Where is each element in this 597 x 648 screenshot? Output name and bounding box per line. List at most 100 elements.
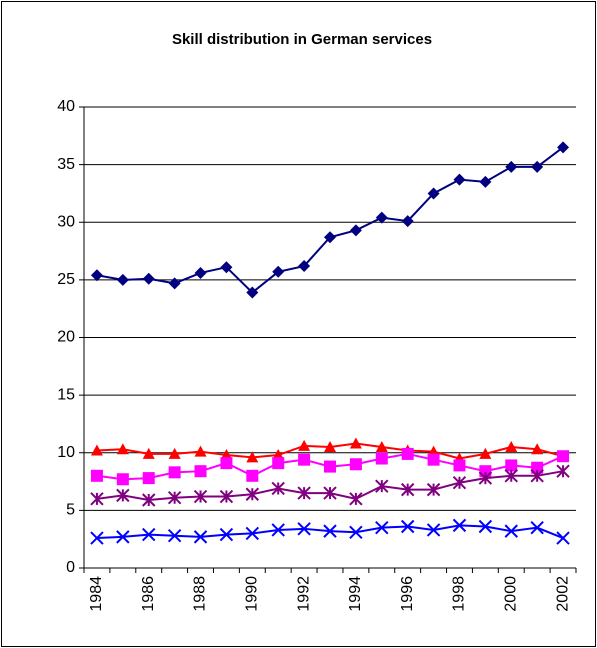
marker	[478, 471, 493, 485]
marker	[90, 444, 103, 456]
marker	[193, 489, 208, 504]
marker	[142, 527, 156, 542]
marker	[168, 447, 181, 459]
marker	[246, 451, 259, 463]
y-tick-label: 0	[66, 559, 75, 576]
marker	[194, 266, 207, 279]
marker	[400, 482, 415, 497]
marker	[116, 473, 129, 486]
x-tick-label: 1994	[347, 576, 364, 612]
marker	[557, 450, 570, 463]
marker	[531, 443, 544, 455]
marker	[298, 453, 311, 466]
x-tick-label: 1984	[88, 576, 105, 612]
marker	[375, 211, 388, 224]
marker	[505, 459, 518, 472]
x-tick-label: 1986	[140, 576, 157, 612]
marker	[90, 492, 104, 506]
marker	[505, 440, 518, 452]
marker	[246, 469, 259, 482]
marker	[90, 269, 103, 282]
marker	[271, 481, 285, 496]
marker	[90, 531, 104, 545]
marker	[557, 141, 570, 154]
marker	[298, 439, 311, 451]
marker	[375, 479, 389, 493]
marker	[272, 457, 285, 470]
marker	[220, 457, 233, 470]
marker	[116, 273, 129, 286]
marker	[323, 486, 337, 500]
marker	[452, 518, 467, 533]
marker	[349, 492, 363, 506]
marker	[167, 490, 182, 505]
marker	[531, 461, 544, 474]
y-tick-label: 25	[57, 271, 75, 288]
marker	[375, 520, 389, 535]
marker	[427, 453, 440, 466]
marker	[272, 265, 285, 278]
marker	[400, 519, 415, 534]
marker	[504, 469, 518, 483]
marker	[142, 447, 155, 459]
marker	[530, 469, 544, 483]
marker	[505, 160, 518, 173]
x-tick-label: 1990	[244, 576, 261, 612]
marker	[426, 482, 441, 497]
marker	[479, 447, 492, 459]
marker	[349, 525, 363, 539]
marker	[531, 160, 544, 173]
marker	[194, 445, 207, 457]
marker	[245, 487, 260, 501]
marker	[297, 522, 311, 536]
x-tick-label: 1998	[451, 576, 468, 612]
marker	[245, 526, 260, 541]
marker	[349, 437, 362, 449]
marker	[453, 459, 466, 472]
x-tick-label: 1996	[399, 576, 416, 612]
marker	[298, 260, 311, 273]
marker	[349, 224, 362, 237]
marker	[375, 440, 388, 452]
marker	[116, 488, 130, 503]
y-tick-label: 35	[57, 156, 75, 173]
marker	[453, 173, 466, 186]
y-tick-label: 20	[57, 329, 75, 346]
marker	[246, 286, 259, 299]
marker	[452, 476, 467, 490]
marker	[219, 527, 234, 542]
marker	[90, 469, 103, 482]
x-tick-label: 1992	[295, 576, 312, 612]
y-tick-label: 15	[57, 386, 75, 403]
marker	[168, 466, 181, 479]
marker	[401, 215, 414, 228]
marker	[375, 452, 388, 465]
marker	[530, 520, 544, 535]
marker	[167, 529, 182, 543]
y-tick-label: 40	[57, 98, 75, 115]
marker	[478, 519, 493, 534]
marker	[271, 523, 285, 537]
x-tick-label: 1988	[192, 576, 209, 612]
marker	[142, 272, 155, 285]
marker	[479, 175, 492, 188]
marker	[324, 440, 336, 452]
marker	[219, 489, 234, 504]
marker	[220, 261, 233, 274]
marker	[116, 530, 130, 544]
marker	[142, 493, 156, 507]
marker	[504, 524, 518, 538]
chart-title: Skill distribution in German services	[172, 31, 432, 48]
marker	[426, 523, 441, 537]
y-tick-label: 30	[57, 213, 75, 230]
marker	[193, 530, 208, 544]
y-tick-label: 5	[66, 502, 75, 519]
marker	[427, 187, 440, 200]
marker	[194, 465, 207, 478]
marker	[556, 464, 570, 478]
marker	[323, 524, 337, 538]
marker	[556, 531, 570, 545]
marker	[401, 447, 414, 460]
